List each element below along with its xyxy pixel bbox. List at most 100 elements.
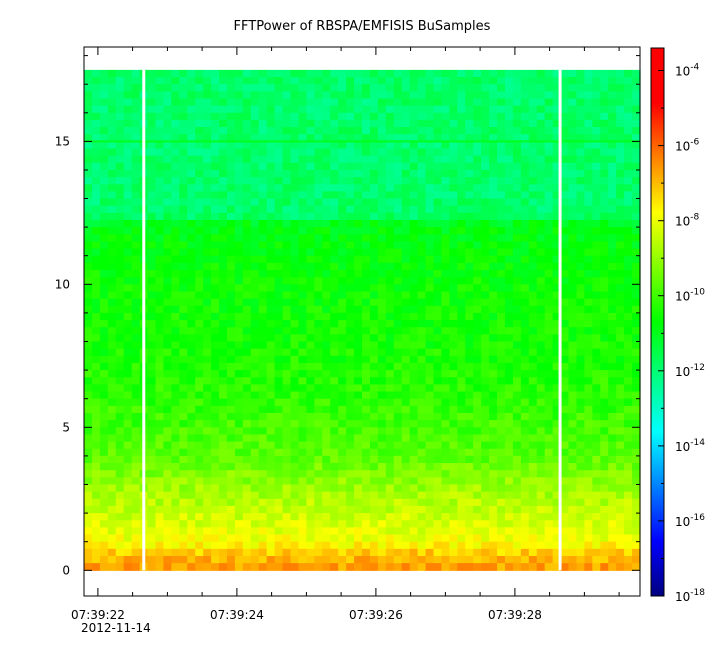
spectrogram-cell — [123, 484, 133, 493]
spectrogram-cell — [123, 198, 133, 207]
spectrogram-cell — [362, 420, 371, 428]
spectrogram-cell — [481, 112, 490, 121]
spectrogram-cell — [369, 505, 379, 514]
spectrogram-cell — [465, 184, 474, 192]
spectrogram-cell — [242, 448, 252, 457]
spectrogram-cell — [489, 184, 498, 192]
spectrogram-cell — [314, 270, 323, 278]
spectrogram-cell — [99, 112, 109, 121]
spectrogram-cell — [346, 434, 355, 443]
spectrogram-cell — [441, 262, 450, 271]
spectrogram-cell — [234, 227, 244, 235]
spectrogram-cell — [234, 413, 244, 421]
spectrogram-cell — [536, 219, 546, 228]
spectrogram-cell — [425, 348, 435, 357]
spectrogram-cell — [417, 305, 427, 314]
spectrogram-cell — [338, 463, 347, 471]
spectrogram-cell — [385, 520, 395, 528]
spectrogram-cell — [401, 563, 411, 571]
spectrogram-cell — [465, 541, 474, 550]
spectrogram-cell — [258, 391, 268, 400]
spectrogram-cell — [171, 270, 180, 278]
spectrogram-cell — [314, 520, 323, 528]
spectrogram-cell — [600, 69, 609, 78]
spectrogram-cell — [433, 112, 443, 121]
spectrogram-cell — [219, 84, 228, 92]
spectrogram-cell — [528, 291, 538, 300]
spectrogram-cell — [211, 277, 220, 285]
spectrogram-cell — [600, 277, 609, 285]
spectrogram-cell — [504, 177, 514, 185]
spectrogram-cell — [290, 398, 300, 407]
spectrogram-cell — [99, 377, 109, 386]
spectrogram-cell — [179, 184, 188, 192]
spectrogram-cell — [298, 463, 307, 471]
spectrogram-cell — [544, 241, 554, 250]
spectrogram-cell — [306, 348, 315, 357]
spectrogram-cell — [171, 84, 180, 92]
spectrogram-cell — [377, 391, 387, 400]
spectrogram-cell — [346, 277, 355, 285]
spectrogram-cell — [401, 370, 411, 378]
spectrogram-cell — [322, 448, 331, 457]
spectrogram-cell — [354, 520, 363, 528]
spectrogram-cell — [123, 355, 133, 364]
spectrogram-cell — [99, 527, 109, 536]
spectrogram-cell — [576, 169, 585, 178]
spectrogram-cell — [528, 219, 538, 228]
spectrogram-cell — [441, 370, 450, 378]
spectrogram-cell — [123, 184, 133, 192]
spectrogram-cell — [552, 498, 562, 507]
spectrogram-cell — [433, 162, 443, 171]
spectrogram-cell — [242, 219, 252, 228]
spectrogram-cell — [298, 177, 307, 185]
spectrogram-cell — [322, 284, 331, 293]
spectrogram-cell — [290, 355, 300, 364]
spectrogram-cell — [322, 277, 331, 285]
spectrogram-cell — [266, 355, 276, 364]
spectrogram-cell — [306, 184, 315, 192]
spectrogram-cell — [369, 420, 379, 428]
spectrogram-cell — [123, 463, 133, 471]
spectrogram-cell — [584, 455, 593, 464]
spectrogram-cell — [425, 177, 435, 185]
spectrogram-cell — [489, 527, 498, 536]
spectrogram-cell — [592, 84, 601, 92]
spectrogram-cell — [465, 463, 474, 471]
spectrogram-cell — [99, 448, 109, 457]
spectrogram-cell — [465, 563, 474, 571]
spectrogram-cell — [592, 484, 601, 493]
spectrogram-cell — [433, 434, 443, 443]
spectrogram-cell — [203, 184, 212, 192]
spectrogram-cell — [385, 112, 395, 121]
spectrogram-cell — [306, 91, 315, 100]
spectrogram-cell — [330, 413, 339, 421]
spectrogram-cell — [84, 298, 93, 307]
spectrogram-cell — [425, 362, 435, 371]
spectrogram-cell — [457, 362, 466, 371]
spectrogram-cell — [171, 505, 180, 514]
spectrogram-cell — [449, 555, 458, 564]
spectrogram-cell — [512, 405, 522, 414]
spectrogram-cell — [624, 255, 633, 264]
spectrogram-cell — [203, 305, 212, 314]
spectrogram-cell — [290, 420, 300, 428]
spectrogram-cell — [512, 563, 522, 571]
spectrogram-cell — [346, 470, 355, 478]
spectrogram-cell — [163, 212, 172, 221]
spectrogram-cell — [536, 105, 546, 114]
spectrogram-cell — [481, 398, 490, 407]
spectrogram-cell — [187, 420, 196, 428]
spectrogram-cell — [179, 277, 188, 285]
spectrogram-cell — [354, 362, 363, 371]
spectrogram-cell — [616, 84, 625, 92]
spectrogram-cell — [473, 477, 482, 486]
spectrogram-cell — [377, 413, 387, 421]
spectrogram-cell — [616, 148, 625, 157]
spectrogram-cell — [616, 112, 625, 121]
spectrogram-cell — [393, 262, 403, 271]
spectrogram-cell — [632, 262, 641, 271]
spectrogram-cell — [187, 548, 196, 557]
spectrogram-cell — [512, 84, 522, 92]
spectrogram-cell — [600, 348, 609, 357]
